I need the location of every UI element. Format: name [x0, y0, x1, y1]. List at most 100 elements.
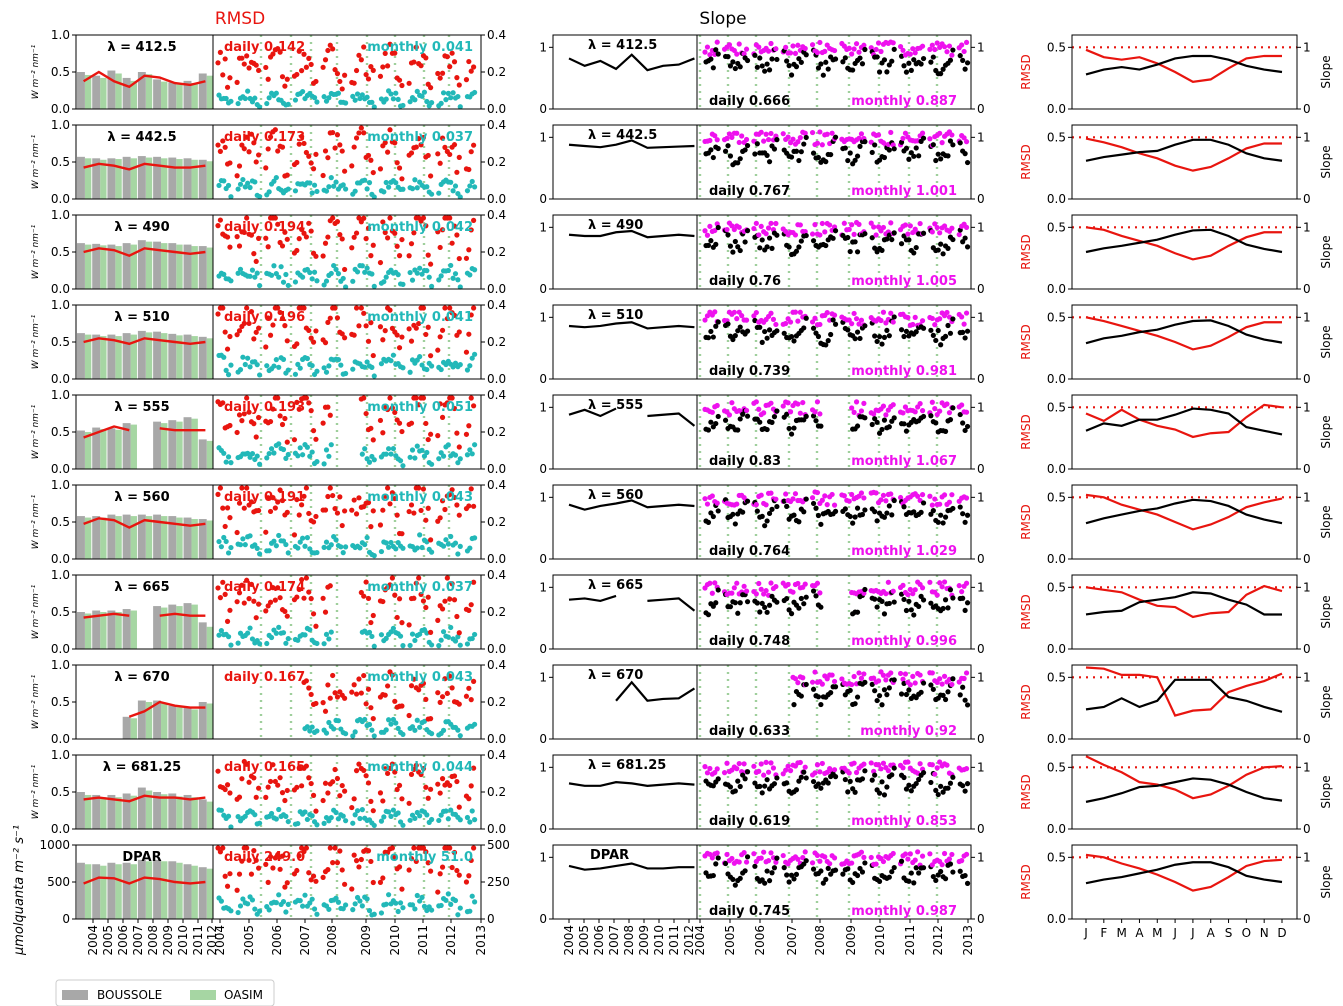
daily-slope-point — [862, 768, 868, 774]
daily-rmsd-point — [263, 529, 269, 535]
daily-rmsd-point — [411, 845, 417, 851]
boussole-bar — [183, 603, 192, 649]
monthly-slope-point — [731, 309, 737, 315]
daily-rmsd-point — [411, 766, 417, 772]
boussole-bar — [107, 794, 116, 829]
daily-rmsd-point — [425, 152, 431, 159]
monthly-rmsd-point — [328, 542, 334, 548]
daily-slope-point — [852, 157, 858, 163]
daily-rmsd-point — [356, 52, 362, 58]
slope-monthly-label: monthly 1.001 — [851, 184, 957, 199]
monthly-rmsd-point — [381, 189, 387, 195]
monthly-slope-point — [817, 321, 823, 328]
daily-rmsd-point — [423, 331, 429, 338]
daily-rmsd-point — [217, 49, 223, 55]
seasonal-left-ytick-label: 0.0 — [1047, 372, 1066, 386]
monthly-rmsd-point — [314, 99, 320, 105]
daily-rmsd-point — [234, 234, 240, 240]
monthly-rmsd-point — [407, 269, 413, 276]
monthly-slope-point — [873, 490, 879, 496]
bar-ytick-label: 1.0 — [51, 298, 70, 312]
daily-rmsd-point — [294, 496, 300, 503]
monthly-rmsd-point — [252, 274, 258, 280]
daily-rmsd-point — [241, 146, 247, 152]
monthly-slope-point — [802, 764, 808, 770]
monthly-rmsd-point — [223, 538, 229, 545]
daily-rmsd-point — [220, 579, 226, 585]
seasonal-right-ytick-label: 1 — [1303, 670, 1311, 684]
monthly-rmsd-point — [400, 822, 406, 828]
daily-rmsd-point — [296, 512, 302, 518]
monthly-slope-point — [846, 45, 852, 51]
monthly-rmsd-point — [292, 279, 299, 285]
scatter-ytick-label: 0.4 — [487, 658, 506, 672]
daily-slope-point — [869, 421, 875, 428]
monthly-rmsd-point — [371, 457, 377, 463]
daily-rmsd-point — [248, 581, 255, 587]
daily-rmsd-point — [471, 503, 477, 509]
oasim-bar — [84, 158, 92, 199]
oasim-bar — [176, 606, 183, 649]
daily-slope-point — [810, 686, 817, 692]
monthly-rmsd-point — [424, 98, 430, 105]
monthly-rmsd-point — [429, 461, 435, 467]
daily-rmsd-point — [468, 783, 474, 789]
monthly-rmsd-point — [311, 906, 318, 912]
daily-slope-point — [930, 54, 936, 60]
monthly-rmsd-point — [429, 642, 435, 648]
slope-line-panel: 01 λ = 670 — [539, 664, 698, 746]
daily-rmsd-point — [320, 700, 326, 706]
daily-rmsd-point — [277, 866, 283, 872]
seasonal-rmsd-line — [1085, 755, 1283, 800]
daily-slope-point — [793, 871, 800, 877]
rad-ylabel: W m⁻² nm⁻¹ — [31, 44, 41, 99]
daily-slope-point — [732, 65, 738, 72]
monthly-slope-point — [704, 770, 711, 776]
seasonal-right-ytick-label: 0 — [1303, 552, 1311, 566]
slope-scatter-ytick-label: 0 — [977, 552, 985, 566]
monthly-slope-point — [812, 409, 818, 415]
slope-annual-line — [568, 499, 695, 511]
daily-rmsd-point — [385, 770, 391, 777]
daily-rmsd-point — [351, 682, 357, 688]
daily-rmsd-point — [418, 591, 424, 598]
daily-slope-point — [815, 694, 822, 700]
monthly-rmsd-point — [249, 897, 256, 903]
monthly-rmsd-point — [352, 729, 358, 735]
monthly-rmsd-point — [338, 544, 344, 550]
daily-slope-point — [737, 600, 743, 606]
oasim-bar — [100, 245, 107, 289]
monthly-rmsd-point — [343, 370, 349, 377]
daily-rmsd-point — [332, 145, 338, 151]
bar-ytick-label: 0.5 — [51, 785, 70, 799]
monthly-slope-point — [912, 314, 918, 320]
daily-slope-point — [825, 865, 831, 871]
daily-slope-point — [957, 53, 963, 59]
daily-slope-point — [950, 316, 956, 322]
monthly-slope-point — [790, 136, 796, 142]
seasonal-right-ytick-label: 0 — [1303, 102, 1311, 116]
slope-year-label: 2006 — [592, 925, 606, 956]
slope-scatter-ytick-label: 0 — [977, 192, 985, 206]
monthly-rmsd-point — [381, 814, 387, 820]
monthly-slope-point — [768, 850, 774, 856]
daily-rmsd-point — [337, 78, 343, 85]
scatter-ytick-label: 0.2 — [487, 155, 506, 169]
daily-slope-point — [903, 607, 910, 614]
monthly-slope-point — [929, 315, 935, 322]
oasim-bar — [206, 75, 214, 109]
monthly-rmsd-point — [245, 180, 251, 186]
daily-slope-point — [920, 135, 927, 141]
seasonal-slope-ylabel: Slope — [1319, 595, 1333, 628]
slope-scatter-year-label: 2010 — [873, 925, 887, 956]
slope-scatter-year-label: 2009 — [844, 925, 858, 956]
daily-rmsd-point — [327, 695, 333, 701]
daily-rmsd-point — [385, 406, 391, 413]
monthly-rmsd-point — [390, 352, 396, 358]
daily-rmsd-point — [296, 586, 302, 593]
rmsd-monthly-label: monthly 0.042 — [367, 220, 473, 235]
monthly-rmsd-point — [350, 733, 356, 739]
daily-rmsd-point — [256, 601, 262, 607]
monthly-rmsd-point — [309, 362, 315, 369]
monthly-rmsd-point — [314, 728, 320, 734]
